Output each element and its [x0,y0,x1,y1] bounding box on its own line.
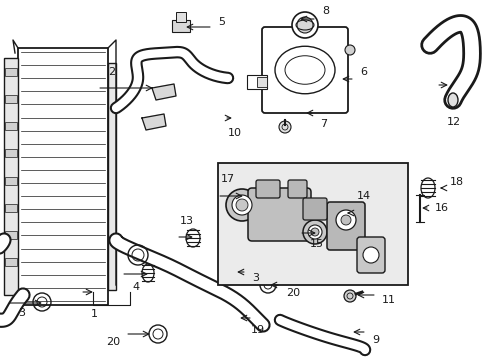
Bar [5,176,17,184]
Circle shape [310,228,318,236]
FancyBboxPatch shape [287,180,306,198]
Text: 11: 11 [381,295,395,305]
Text: 10: 10 [227,128,242,138]
Text: 5: 5 [218,17,224,27]
Text: 13: 13 [180,216,194,226]
Text: 17: 17 [221,174,235,184]
Text: 6: 6 [359,67,366,77]
Text: 2: 2 [108,67,115,77]
Bar [5,68,17,76]
Circle shape [296,17,312,33]
Polygon shape [142,114,165,130]
Circle shape [362,247,378,263]
Ellipse shape [447,93,457,107]
Circle shape [279,121,290,133]
Bar [5,95,17,103]
FancyBboxPatch shape [303,198,326,220]
Bar [257,77,266,87]
Bar [246,75,266,89]
Bar [4,58,18,295]
Text: 7: 7 [319,119,326,129]
Text: 14: 14 [356,191,370,201]
Circle shape [340,215,350,225]
Polygon shape [152,84,176,100]
Circle shape [303,220,326,244]
Bar [218,163,407,285]
Bar [5,122,17,130]
Text: 18: 18 [449,177,463,187]
Text: 1: 1 [91,309,98,319]
FancyBboxPatch shape [326,202,364,250]
Circle shape [343,290,355,302]
FancyBboxPatch shape [247,188,310,241]
Text: 20: 20 [285,288,300,298]
Bar [172,20,190,32]
Bar [5,149,17,157]
FancyBboxPatch shape [356,237,384,273]
Text: 19: 19 [250,325,264,335]
Text: 16: 16 [434,203,448,213]
Bar [108,63,116,290]
FancyBboxPatch shape [262,27,347,113]
Text: 9: 9 [371,335,378,345]
Circle shape [307,225,321,239]
FancyBboxPatch shape [256,180,280,198]
Bar [5,231,17,239]
Circle shape [335,210,355,230]
Bar [296,20,312,32]
Text: 20: 20 [106,337,120,347]
Text: 3: 3 [18,308,25,318]
Circle shape [291,12,317,38]
Text: 4: 4 [132,282,139,292]
Bar [18,48,108,305]
Text: 15: 15 [309,239,324,249]
Circle shape [231,195,251,215]
Text: 8: 8 [321,6,328,16]
Bar [176,12,185,22]
Text: 3: 3 [251,273,259,283]
Bar [5,258,17,266]
Circle shape [236,199,247,211]
Circle shape [225,189,258,221]
Circle shape [345,45,354,55]
Text: 12: 12 [446,117,460,127]
Bar [5,204,17,212]
